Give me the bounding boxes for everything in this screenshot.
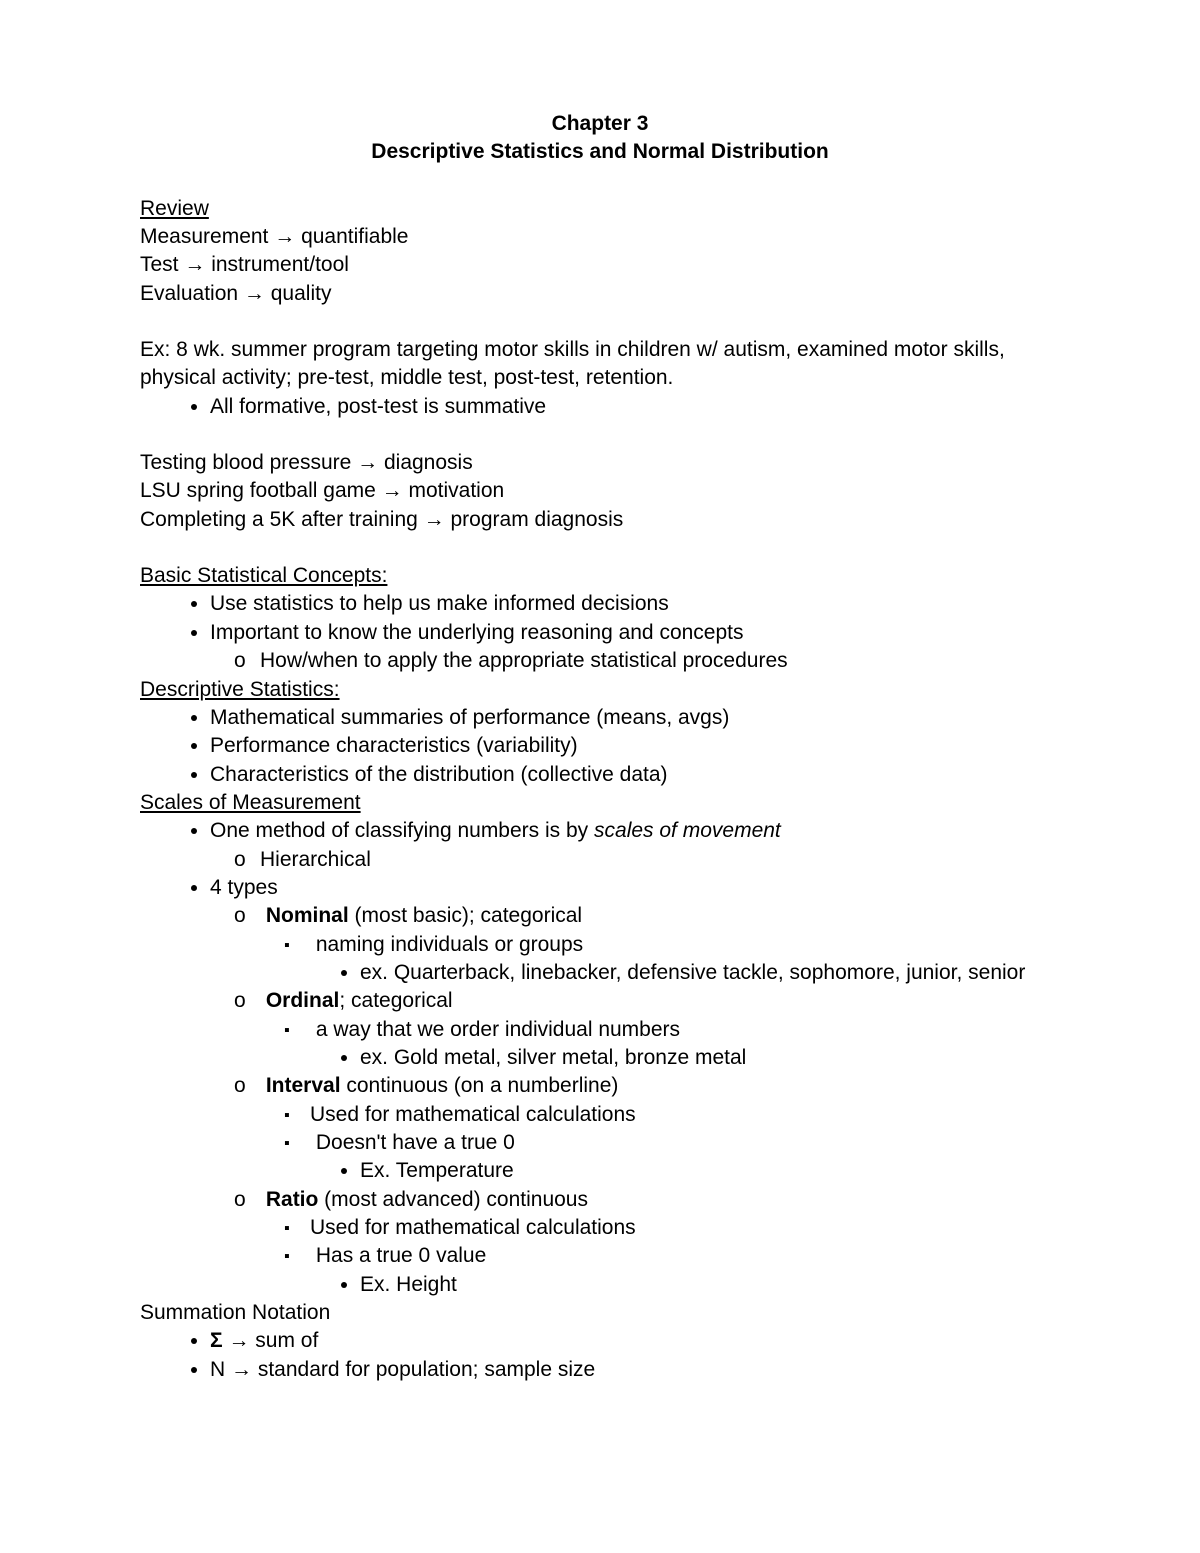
list-item: All formative, post-test is summative [210,393,1060,421]
list-item: naming individuals or groups ex. Quarter… [310,931,1060,988]
list-item: 4 types Nominal (most basic); categorica… [210,874,1060,1299]
list-item: Ratio (most advanced) continuous Used fo… [260,1186,1060,1299]
summation-heading: Summation Notation [140,1299,1060,1327]
document-page: Chapter 3 Descriptive Statistics and Nor… [0,0,1200,1553]
list-item: Σ → sum of [210,1327,1060,1355]
review-line-1: Measurement → quantifiable [140,223,1060,251]
arrow-icon: → [382,479,403,502]
list-item: Interval continuous (on a numberline) Us… [260,1072,1060,1185]
list-item: How/when to apply the appropriate statis… [260,647,1060,675]
list-item: Performance characteristics (variability… [210,732,1060,760]
list-item: One method of classifying numbers is by … [210,817,1060,874]
review-heading: Review [140,195,1060,223]
review-line-2: Test → instrument/tool [140,251,1060,279]
5k-line: Completing a 5K after training → program… [140,506,1060,534]
list-item: Ex. Temperature [360,1157,1060,1185]
list-item: Used for mathematical calculations [310,1101,1060,1129]
list-item: a way that we order individual numbers e… [310,1016,1060,1073]
list-item: N → standard for population; sample size [210,1356,1060,1384]
example-paragraph: Ex: 8 wk. summer program targeting motor… [140,336,1060,393]
arrow-icon: → [244,282,265,305]
arrow-icon: → [184,253,205,276]
list-item: Use statistics to help us make informed … [210,590,1060,618]
list-item: Nominal (most basic); categorical naming… [260,902,1060,987]
basic-concepts-list: Use statistics to help us make informed … [140,590,1060,675]
arrow-icon: → [357,451,378,474]
testing-bp-line: Testing blood pressure → diagnosis [140,449,1060,477]
list-item: Ex. Height [360,1271,1060,1299]
scales-heading: Scales of Measurement [140,789,1060,817]
arrow-icon: → [274,225,295,248]
scales-list: One method of classifying numbers is by … [140,817,1060,1299]
lsu-line: LSU spring football game → motivation [140,477,1060,505]
chapter-title-2: Descriptive Statistics and Normal Distri… [140,138,1060,166]
list-item: Used for mathematical calculations [310,1214,1060,1242]
list-item: Hierarchical [260,846,1060,874]
list-item: Important to know the underlying reasoni… [210,619,1060,676]
summation-list: Σ → sum of N → standard for population; … [140,1327,1060,1384]
list-item: Has a true 0 value Ex. Height [310,1242,1060,1299]
arrow-icon: → [231,1358,252,1381]
descriptive-list: Mathematical summaries of performance (m… [140,704,1060,789]
list-item: ex. Quarterback, linebacker, defensive t… [360,959,1060,987]
basic-concepts-heading: Basic Statistical Concepts: [140,562,1060,590]
example-bullets: All formative, post-test is summative [140,393,1060,421]
descriptive-heading: Descriptive Statistics: [140,676,1060,704]
list-item: Characteristics of the distribution (col… [210,761,1060,789]
review-line-3: Evaluation → quality [140,280,1060,308]
arrow-icon: → [424,508,445,531]
list-item: Mathematical summaries of performance (m… [210,704,1060,732]
chapter-title-1: Chapter 3 [140,110,1060,138]
list-item: ex. Gold metal, silver metal, bronze met… [360,1044,1060,1072]
list-item: Ordinal; categorical a way that we order… [260,987,1060,1072]
arrow-icon: → [228,1329,249,1352]
list-item: Doesn't have a true 0 Ex. Temperature [310,1129,1060,1186]
